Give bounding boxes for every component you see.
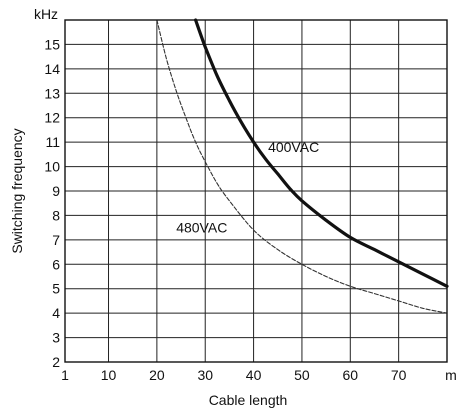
series-label-480vac: 480VAC bbox=[176, 220, 227, 236]
x-tick-label: 40 bbox=[246, 367, 262, 383]
series-label-400vac: 400VAC bbox=[268, 139, 319, 155]
y-unit-label: kHz bbox=[34, 6, 58, 22]
x-tick-label: 1 bbox=[61, 367, 69, 383]
x-unit-label: m bbox=[445, 367, 457, 383]
x-tick-label: 30 bbox=[197, 367, 213, 383]
y-tick-label: 12 bbox=[44, 110, 60, 126]
y-tick-label: 3 bbox=[52, 330, 60, 346]
series-line-400vac bbox=[194, 18, 449, 288]
y-tick-label: 8 bbox=[52, 207, 60, 223]
grid bbox=[65, 20, 448, 362]
y-tick-label: 5 bbox=[52, 281, 60, 297]
x-axis-ticks: 1 10 20 30 40 50 60 70 bbox=[61, 367, 407, 383]
x-tick-label: 20 bbox=[149, 367, 165, 383]
x-tick-label: 60 bbox=[343, 367, 359, 383]
y-tick-label: 7 bbox=[52, 232, 60, 248]
x-tick-label: 50 bbox=[294, 367, 310, 383]
y-tick-label: 11 bbox=[45, 134, 60, 150]
series-line-480vac bbox=[156, 19, 448, 314]
x-axis-title: Cable length bbox=[209, 392, 288, 408]
y-tick-label: 4 bbox=[52, 305, 60, 321]
y-tick-label: 6 bbox=[52, 256, 60, 272]
y-axis-ticks: 2 3 4 5 6 7 8 9 10 11 12 13 14 15 bbox=[44, 36, 60, 370]
x-tick-label: 10 bbox=[101, 367, 117, 383]
y-axis-title: Switching frequency bbox=[9, 128, 25, 253]
x-tick-label: 70 bbox=[391, 367, 407, 383]
y-tick-label: 15 bbox=[44, 36, 60, 52]
y-tick-label: 10 bbox=[44, 159, 60, 175]
series-lines bbox=[156, 18, 449, 314]
y-tick-label: 2 bbox=[52, 354, 60, 370]
y-tick-label: 9 bbox=[52, 183, 60, 199]
y-tick-label: 13 bbox=[44, 85, 60, 101]
plot-frame bbox=[64, 19, 448, 363]
y-tick-label: 14 bbox=[44, 61, 60, 77]
